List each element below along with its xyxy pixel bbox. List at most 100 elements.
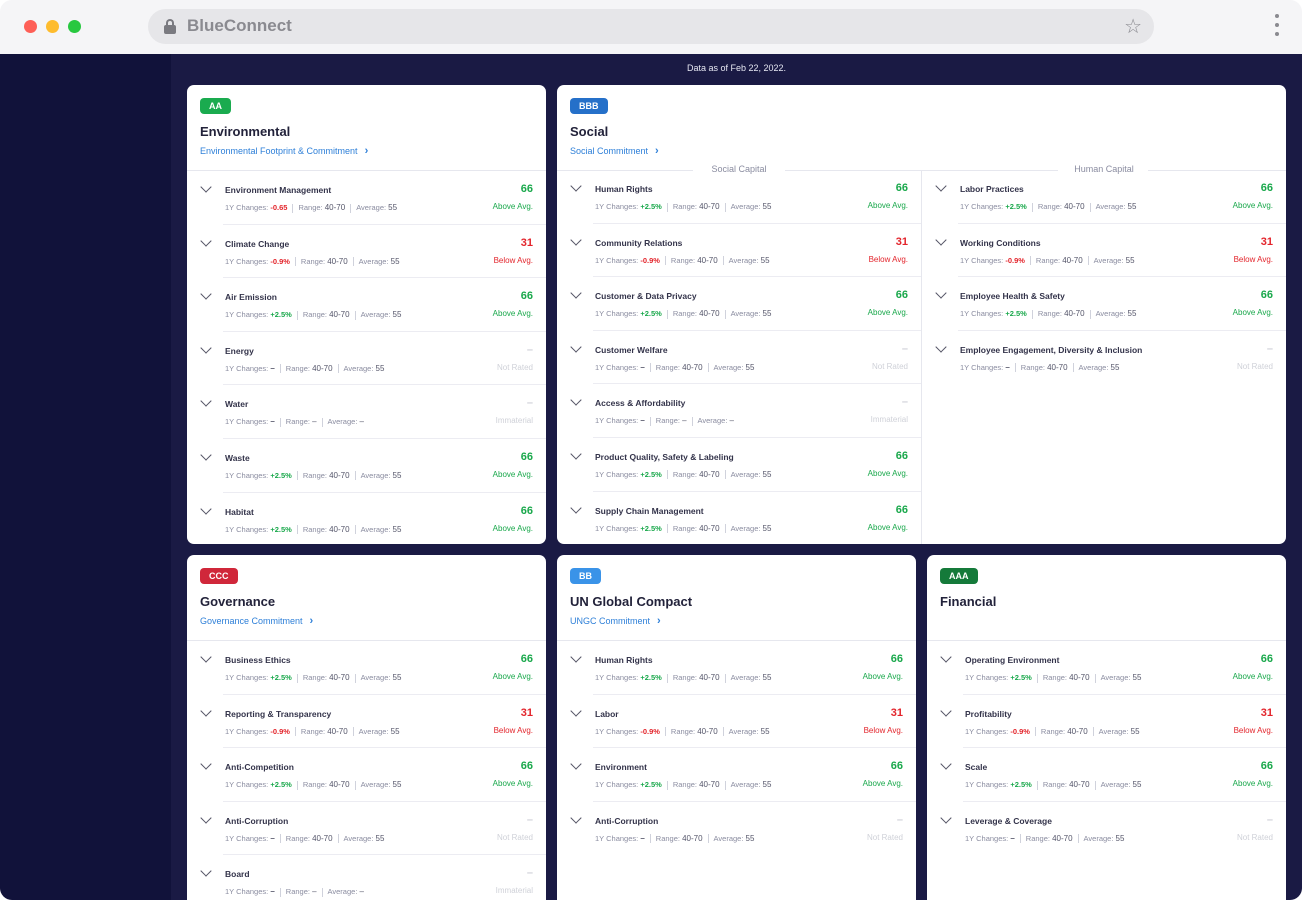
commitment-link[interactable]: Environmental Footprint & Commitment › — [200, 145, 368, 157]
list-item[interactable]: Access & Affordability 1Y Changes: – Range… — [570, 384, 921, 438]
chevron-down-icon[interactable] — [935, 287, 947, 299]
range-value: 40-70 — [327, 726, 348, 736]
chevron-down-icon[interactable] — [570, 233, 582, 246]
minimize-window-button[interactable] — [46, 20, 59, 33]
list-item[interactable]: Habitat 1Y Changes: +2.5% Range: 40-70 Aver… — [200, 493, 546, 544]
list-item[interactable]: Waste 1Y Changes: +2.5% Range: 40-70 Averag… — [200, 439, 546, 493]
range-label: Range: — [1020, 362, 1045, 372]
average-label: Average: — [360, 470, 391, 480]
chevron-down-icon[interactable] — [570, 758, 582, 770]
item-name: Community Relations — [595, 237, 683, 248]
list-item[interactable]: Climate Change 1Y Changes: -0.9% Range: 40… — [200, 225, 546, 279]
list-item[interactable]: Customer Welfare 1Y Changes: – Range: 40-7… — [570, 331, 921, 385]
chevron-down-icon[interactable] — [935, 233, 947, 246]
list-item[interactable]: Employee Health & Safety 1Y Changes: +2.5… — [935, 277, 1286, 331]
chevron-down-icon[interactable] — [200, 449, 212, 461]
close-window-button[interactable] — [24, 20, 37, 33]
list-item[interactable]: Working Conditions 1Y Changes: -0.9% Range… — [935, 224, 1286, 278]
rating-label: Not Rated — [496, 362, 533, 372]
chevron-down-icon[interactable] — [570, 651, 582, 663]
change-value: +2.5% — [1010, 673, 1032, 682]
chevron-down-icon[interactable] — [570, 704, 582, 717]
chevron-down-icon[interactable] — [200, 651, 212, 663]
chevron-down-icon[interactable] — [200, 234, 212, 247]
chevron-down-icon[interactable] — [570, 448, 582, 460]
list-item[interactable]: Supply Chain Management 1Y Changes: +2.5%… — [570, 492, 921, 544]
list-item[interactable]: Anti-Corruption 1Y Changes: – Range: 40-70… — [570, 802, 916, 856]
changes-label: 1Y Changes: — [965, 673, 1009, 682]
list-item[interactable]: Air Emission 1Y Changes: +2.5% Range: 40-7… — [200, 278, 546, 332]
changes-label: 1Y Changes: — [960, 255, 1004, 265]
chevron-down-icon[interactable] — [200, 502, 212, 515]
chevron-down-icon[interactable] — [200, 181, 212, 193]
maximize-window-button[interactable] — [68, 20, 81, 33]
list-item[interactable]: Labor 1Y Changes: -0.9% Range: 40-70 Averag… — [570, 695, 916, 749]
list-item[interactable]: Scale 1Y Changes: +2.5% Range: 40-70 Averag… — [940, 748, 1286, 802]
score-value: 66 — [520, 760, 533, 773]
range-value: 40-70 — [682, 833, 703, 843]
chevron-down-icon[interactable] — [200, 758, 212, 770]
card-governance: CCC Governance Governance Commitment › Bu… — [187, 555, 546, 900]
commitment-link[interactable]: Social Commitment › — [570, 145, 659, 157]
chevron-down-icon[interactable] — [200, 288, 212, 300]
chevron-down-icon[interactable] — [940, 704, 952, 717]
address-bar[interactable]: BlueConnect ☆ — [148, 9, 1154, 44]
chevron-down-icon[interactable] — [940, 651, 952, 663]
chevron-down-icon[interactable] — [200, 812, 212, 824]
rating-label: Above Avg. — [1232, 779, 1273, 789]
list-item[interactable]: Reporting & Transparency 1Y Changes: -0.9… — [200, 695, 546, 749]
chevron-down-icon[interactable] — [570, 341, 582, 353]
list-item[interactable]: Anti-Corruption 1Y Changes: – Range: 40-70… — [200, 802, 546, 856]
average-value: – — [359, 417, 364, 427]
chevron-down-icon[interactable] — [570, 394, 582, 407]
chevron-down-icon[interactable] — [570, 180, 582, 192]
chevron-down-icon[interactable] — [940, 812, 952, 824]
item-meta: 1Y Changes: +2.5% Range: 40-70 Average: 55 — [225, 673, 401, 683]
list-item[interactable]: Leverage & Coverage 1Y Changes: – Range: 4… — [940, 802, 1286, 856]
list-item[interactable]: Human Rights 1Y Changes: +2.5% Range: 40-7… — [570, 170, 921, 224]
list-item[interactable]: Customer & Data Privacy 1Y Changes: +2.5%… — [570, 277, 921, 331]
chevron-down-icon[interactable] — [200, 395, 212, 408]
item-meta: 1Y Changes: – Range: 40-70 Average: 55 — [225, 364, 384, 374]
list-item[interactable]: Energy 1Y Changes: – Range: 40-70 Average: … — [200, 332, 546, 386]
list-item[interactable]: Environment Management 1Y Changes: -0.65 R… — [200, 171, 546, 225]
item-meta: 1Y Changes: +2.5% Range: 40-70 Average: 55 — [595, 780, 771, 790]
chevron-down-icon[interactable] — [570, 501, 582, 514]
list-item[interactable]: Labor Practices 1Y Changes: +2.5% Range: 4… — [935, 170, 1286, 224]
list-item[interactable]: Operating Environment 1Y Changes: +2.5% Ra… — [940, 641, 1286, 695]
chevron-down-icon[interactable] — [200, 704, 212, 717]
commitment-link[interactable]: UNGC Commitment › — [570, 615, 661, 627]
chevron-down-icon[interactable] — [935, 341, 947, 353]
list-item[interactable]: Employee Engagement, Diversity & Inclusi… — [935, 331, 1286, 385]
list-item[interactable]: Community Relations 1Y Changes: -0.9% Rang… — [570, 224, 921, 278]
score-value: 66 — [1260, 760, 1273, 773]
changes-label: 1Y Changes: — [595, 255, 639, 265]
chevron-down-icon[interactable] — [570, 287, 582, 299]
average-label: Average: — [360, 780, 391, 790]
human-capital-label: Human Capital — [1074, 164, 1134, 174]
list-item[interactable]: Profitability 1Y Changes: -0.9% Range: 40-… — [940, 695, 1286, 749]
list-item[interactable]: Product Quality, Safety & Labeling 1Y Cha… — [570, 438, 921, 492]
list-item[interactable]: Board 1Y Changes: – Range: – Average: – – Imm… — [200, 855, 546, 900]
bookmark-star-icon[interactable]: ☆ — [1124, 16, 1142, 38]
list-item[interactable]: Environment 1Y Changes: +2.5% Range: 40-70… — [570, 748, 916, 802]
chevron-down-icon[interactable] — [940, 758, 952, 770]
list-item[interactable]: Human Rights 1Y Changes: +2.5% Range: 40-7… — [570, 641, 916, 695]
change-value: -0.9% — [640, 726, 660, 736]
score-value: 66 — [1260, 289, 1273, 302]
item-name: Operating Environment — [965, 655, 1060, 665]
list-item[interactable]: Business Ethics 1Y Changes: +2.5% Range: 4… — [200, 641, 546, 695]
chevron-down-icon[interactable] — [935, 180, 947, 192]
score-value: – — [901, 342, 908, 355]
list-item[interactable]: Water 1Y Changes: – Range: – Average: – – Imm… — [200, 385, 546, 439]
chevron-down-icon[interactable] — [570, 812, 582, 824]
item-meta: 1Y Changes: +2.5% Range: 40-70 Average: 55 — [595, 309, 771, 319]
browser-menu-icon[interactable] — [1270, 14, 1284, 40]
changes-label: 1Y Changes: — [225, 417, 269, 427]
chevron-down-icon[interactable] — [200, 342, 212, 354]
change-value: – — [1005, 362, 1010, 372]
chevron-down-icon[interactable] — [200, 865, 212, 878]
list-item[interactable]: Anti-Competition 1Y Changes: +2.5% Range: … — [200, 748, 546, 802]
commitment-link[interactable]: Governance Commitment › — [200, 615, 313, 627]
rating-badge: BB — [570, 568, 601, 584]
